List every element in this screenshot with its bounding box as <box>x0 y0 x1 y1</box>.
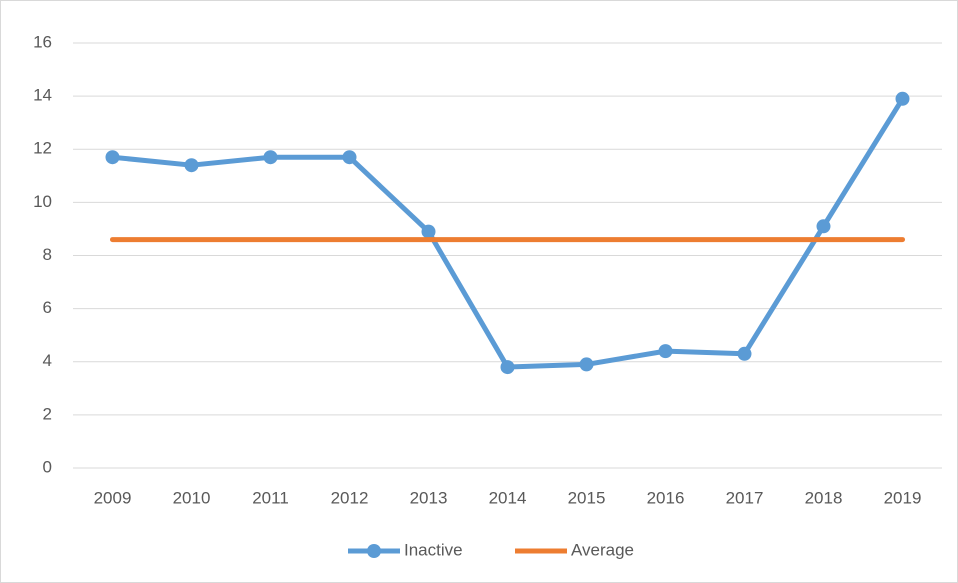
data-point <box>342 150 357 165</box>
y-tick-label: 8 <box>43 245 52 264</box>
y-tick-label: 2 <box>43 404 52 423</box>
x-tick-label: 2009 <box>94 488 132 507</box>
data-point <box>184 158 199 173</box>
x-tick-label: 2013 <box>410 488 448 507</box>
y-tick-label: 0 <box>43 457 52 476</box>
y-tick-label: 16 <box>33 32 52 51</box>
data-point <box>579 357 594 372</box>
x-tick-label: 2014 <box>489 488 527 507</box>
data-point <box>737 346 752 361</box>
y-tick-label: 10 <box>33 192 52 211</box>
x-tick-label: 2011 <box>252 488 289 507</box>
data-point <box>105 150 120 165</box>
x-tick-label: 2015 <box>568 488 606 507</box>
x-tick-label: 2016 <box>647 488 685 507</box>
data-point <box>895 91 910 106</box>
legend-label: Average <box>571 540 634 559</box>
y-tick-label: 6 <box>43 298 52 317</box>
x-tick-label: 2012 <box>331 488 369 507</box>
data-point <box>263 150 278 165</box>
x-tick-label: 2010 <box>173 488 211 507</box>
data-point <box>500 360 515 375</box>
y-tick-label: 12 <box>33 139 52 158</box>
legend-marker <box>367 544 381 558</box>
data-point <box>658 344 673 359</box>
y-tick-label: 4 <box>43 351 52 370</box>
legend-label: Inactive <box>404 540 463 559</box>
x-tick-label: 2018 <box>805 488 843 507</box>
data-point <box>816 219 831 234</box>
x-tick-label: 2017 <box>726 488 764 507</box>
x-tick-label: 2019 <box>884 488 922 507</box>
data-point <box>421 224 436 239</box>
y-tick-label: 14 <box>33 86 52 105</box>
